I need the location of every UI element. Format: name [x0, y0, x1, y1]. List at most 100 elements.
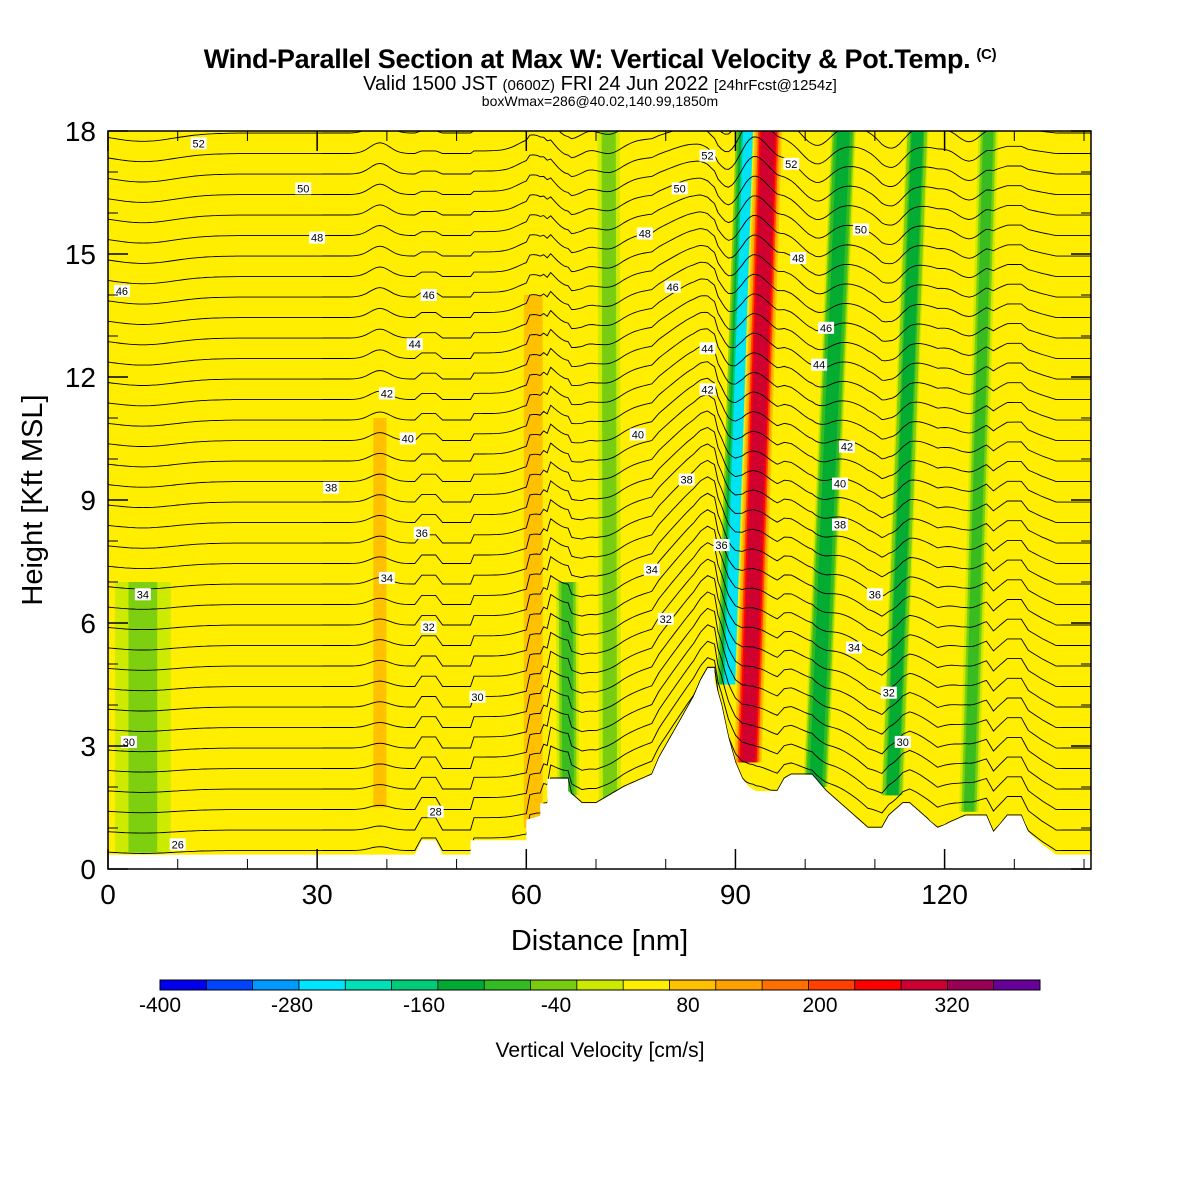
- contour-label-bg: [894, 735, 911, 748]
- isentrope-line: [108, 426, 1091, 529]
- contour-label-bg: [699, 149, 716, 162]
- colorbar-swatch: [345, 980, 393, 990]
- contour-label: 28: [427, 805, 444, 819]
- isentrope-line: [108, 244, 1091, 305]
- contour-label-bg: [169, 838, 186, 851]
- x-tick-label: 0: [100, 879, 116, 910]
- contour-label: 34: [845, 641, 862, 655]
- contour-label-bg: [629, 428, 646, 441]
- isentrope-line: [108, 175, 1091, 226]
- contour-label-bg: [699, 342, 716, 355]
- contour-label: 46: [420, 289, 437, 302]
- isentrope-line: [108, 574, 1091, 712]
- contour-label: 30: [894, 735, 911, 749]
- colorbar-tick-label: -160: [403, 994, 445, 1017]
- isentrope-line: [108, 492, 1091, 610]
- isentrope-line: [108, 509, 1091, 631]
- contour-label-bg: [866, 588, 883, 601]
- contour-label: 52: [783, 157, 800, 171]
- contour-label-text: 52: [785, 159, 797, 171]
- x-tick-label: 60: [511, 879, 542, 910]
- isentrope-line: [108, 558, 1091, 692]
- isentrope-line: [108, 228, 1091, 285]
- velocity-band: [128, 582, 158, 853]
- y-axis-label: Height [Kft MSL]: [17, 394, 49, 605]
- velocity-band: [963, 131, 994, 812]
- contour-label-text: 48: [792, 253, 804, 265]
- isentrope-line: [108, 211, 1091, 265]
- contour-label: 42: [838, 440, 855, 454]
- isentrope-line: [108, 361, 1091, 447]
- contour-label: 50: [671, 182, 688, 195]
- contour-label-bg: [713, 539, 730, 552]
- x-tick-label: 30: [302, 879, 333, 910]
- isentrope-line: [108, 443, 1091, 549]
- colorbar-swatch: [854, 980, 902, 990]
- contour-label-bg: [811, 358, 828, 371]
- contour-label-text: 52: [701, 151, 713, 163]
- plot-area: 52 50 48 46 46 44 42 40 38 36 34 34 32 30 30 28 26 48 50 46…: [108, 131, 1091, 869]
- contour-label-text: 50: [674, 183, 686, 195]
- isentrope-line: [108, 278, 1091, 346]
- x-axis-label: Distance [nm]: [511, 925, 688, 957]
- isentrope-line: [108, 591, 1091, 732]
- isentrope-line: [108, 525, 1091, 651]
- colorbar-swatch: [947, 980, 995, 990]
- contour-label: 26: [169, 838, 186, 851]
- contour-label-text: 44: [813, 360, 825, 372]
- isentrope-line: [108, 156, 1091, 207]
- contour-label-text: 30: [123, 737, 135, 749]
- contour-label: 34: [643, 563, 660, 577]
- velocity-band: [375, 418, 385, 808]
- contour-label-bg: [120, 735, 137, 748]
- colorbar-tick-label: 200: [802, 994, 837, 1017]
- contour-label-text: 32: [883, 688, 895, 700]
- contour-label-text: 34: [646, 565, 658, 577]
- y-tick-label: 6: [80, 608, 96, 639]
- contour-label: 40: [399, 432, 416, 446]
- contour-label-bg: [643, 563, 660, 576]
- isentrope-line: [108, 136, 1091, 188]
- contour-label-text: 42: [841, 442, 853, 454]
- contour-label-text: 42: [381, 388, 393, 400]
- contour-label: 48: [309, 231, 326, 245]
- isentrope-line: [108, 624, 1091, 773]
- contour-label-text: 36: [416, 528, 428, 540]
- contour-label-bg: [323, 481, 340, 494]
- isentrope-line: [108, 476, 1091, 590]
- colorbar-swatch: [530, 980, 578, 990]
- contour-label-text: 42: [701, 384, 713, 396]
- colorbar-tick-label: 320: [934, 994, 969, 1017]
- y-tick-label: 15: [65, 239, 96, 270]
- contour-label-bg: [399, 432, 416, 445]
- colorbar: -400 -280 -160 -40 80 200 320 Vertical Velocity…: [139, 979, 1041, 1062]
- isentrope-line: [108, 666, 1091, 854]
- contour-label-text: 46: [667, 282, 679, 294]
- contour-label: 44: [811, 358, 828, 372]
- isentrope-line: [108, 295, 1091, 366]
- colorbar-swatch: [808, 980, 856, 990]
- isentrope-line: [108, 344, 1091, 427]
- x-tick-label: 120: [921, 879, 968, 910]
- contour-label-bg: [852, 223, 869, 236]
- contour-label-bg: [818, 321, 835, 334]
- colorbar-swatch: [484, 980, 532, 990]
- isentrope-line: [108, 194, 1091, 245]
- contour-label-text: 40: [402, 434, 414, 446]
- colorbar-swatch: [993, 980, 1041, 990]
- contour-label: 40: [629, 428, 646, 441]
- colorbar-swatch: [762, 980, 809, 990]
- contour-label: 36: [866, 588, 883, 601]
- contour-label: 38: [832, 518, 849, 532]
- contour-label-bg: [832, 477, 849, 490]
- contour-label-text: 46: [423, 290, 435, 302]
- contour-label-text: 30: [471, 692, 483, 704]
- contour-label: 50: [852, 223, 869, 236]
- velocity-band: [602, 131, 616, 804]
- y-tick-label: 9: [80, 485, 96, 516]
- colorbar-swatch: [437, 980, 485, 990]
- contour-label-text: 38: [325, 483, 337, 495]
- contour-label-text: 50: [297, 183, 309, 195]
- isentrope-line: [108, 410, 1091, 509]
- contour-label: 42: [378, 387, 395, 400]
